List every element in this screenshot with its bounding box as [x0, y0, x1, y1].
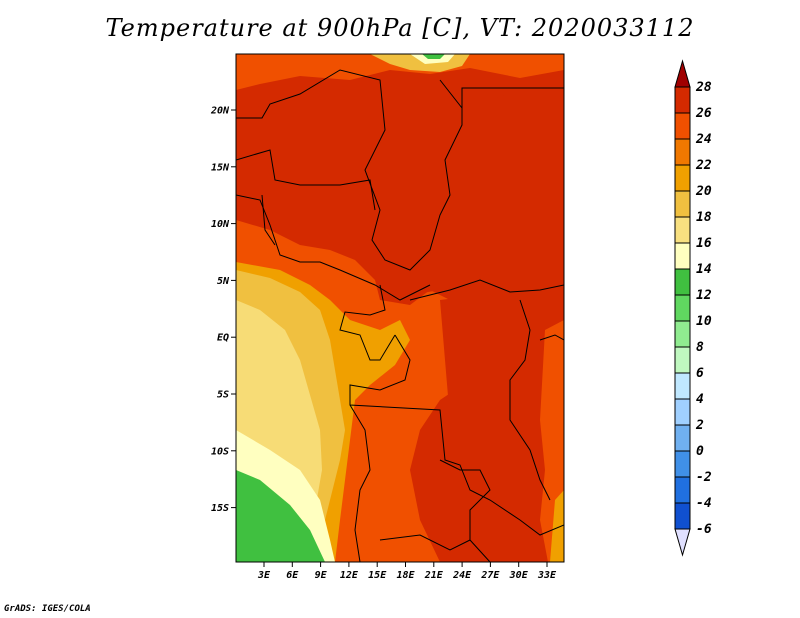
colorbar-label: 2 — [695, 418, 704, 433]
colorbar-swatch — [674, 476, 691, 504]
colorbar-label: 18 — [696, 210, 712, 225]
chart-title: Temperature at 900hPa [C], VT: 202003311… — [105, 14, 695, 42]
colorbar-label: 0 — [696, 444, 704, 459]
temp-field-east-22 — [550, 490, 564, 562]
lon-label: 9E — [315, 570, 328, 581]
colorbar-swatch — [674, 86, 691, 114]
colorbar-label: 22 — [695, 158, 712, 173]
colorbar-swatch — [674, 320, 691, 348]
lat-label: 5S — [217, 390, 229, 401]
colorbar-label: 20 — [695, 184, 712, 199]
lon-label: 18E — [396, 570, 415, 581]
colorbar-swatch — [674, 372, 691, 400]
temp-field-south-26 — [440, 295, 564, 562]
lat-label: 10S — [211, 446, 229, 457]
colorbar-label: -2 — [696, 470, 712, 485]
temp-field-north-green — [422, 54, 445, 59]
longitude-axis: 3E 6E 9E 12E 15E 18E 21E 24E 27E 30E 33E — [257, 562, 557, 581]
colorbar-label: 28 — [695, 80, 712, 95]
lat-label: EQ — [217, 333, 229, 344]
lon-label: 6E — [286, 570, 299, 581]
colorbar-swatch — [674, 112, 691, 140]
lon-label: 30E — [509, 570, 529, 581]
colorbar-label: 24 — [695, 132, 712, 147]
lon-label: 12E — [340, 570, 359, 581]
colorbar-label: 8 — [696, 340, 704, 355]
colorbar-swatch — [674, 294, 691, 322]
colorbar-swatch — [674, 190, 691, 218]
colorbar-swatch — [674, 398, 691, 426]
temp-field-atlantic-14 — [236, 470, 325, 562]
lat-label: 5N — [217, 276, 230, 287]
lon-label: 21E — [424, 570, 444, 581]
colorbar-label: -4 — [696, 496, 712, 511]
lon-label: 24E — [452, 570, 472, 581]
temp-field-north-24 — [236, 54, 564, 90]
colorbar-swatch — [674, 216, 691, 244]
colorbar-swatch — [674, 164, 691, 192]
colorbar-label: 10 — [696, 314, 712, 329]
colorbar-label: -6 — [696, 522, 712, 537]
country-borders — [236, 69, 564, 562]
lat-label: 15S — [211, 503, 229, 514]
colorbar-label: 14 — [696, 262, 712, 277]
colorbar-swatch — [674, 346, 691, 374]
colorbar-swatch — [674, 450, 691, 478]
map-panel — [236, 54, 564, 562]
colorbar-swatch — [674, 268, 691, 296]
colorbar-swatch — [674, 424, 691, 452]
lat-label: 15N — [211, 162, 230, 173]
lon-label: 15E — [368, 570, 387, 581]
credit-text: GrADS: IGES/COLA — [4, 604, 91, 614]
colorbar-bottom-triangle — [674, 528, 691, 557]
map-frame — [235, 53, 565, 563]
colorbar-label: 4 — [696, 392, 704, 407]
lon-label: 27E — [480, 570, 500, 581]
lon-label: 33E — [537, 570, 557, 581]
colorbar-label: 16 — [696, 236, 712, 251]
lat-label: 10N — [211, 219, 230, 230]
temp-field-sahel-28 — [236, 88, 564, 295]
latitude-axis: 20N 15N 10N 5N EQ 5S 10S 15S — [210, 106, 236, 514]
colorbar-label: 26 — [695, 106, 712, 121]
colorbar-swatch — [674, 502, 691, 530]
colorbar-swatch — [674, 138, 691, 166]
colorbar-label: 6 — [696, 366, 704, 381]
colorbar-swatch — [674, 242, 691, 270]
temp-field-south-24-patch — [340, 410, 400, 562]
lat-label: 20N — [210, 106, 230, 117]
colorbar-label: 12 — [696, 288, 712, 303]
lon-label: 3E — [257, 570, 271, 581]
colorbar-top-triangle — [674, 59, 691, 88]
